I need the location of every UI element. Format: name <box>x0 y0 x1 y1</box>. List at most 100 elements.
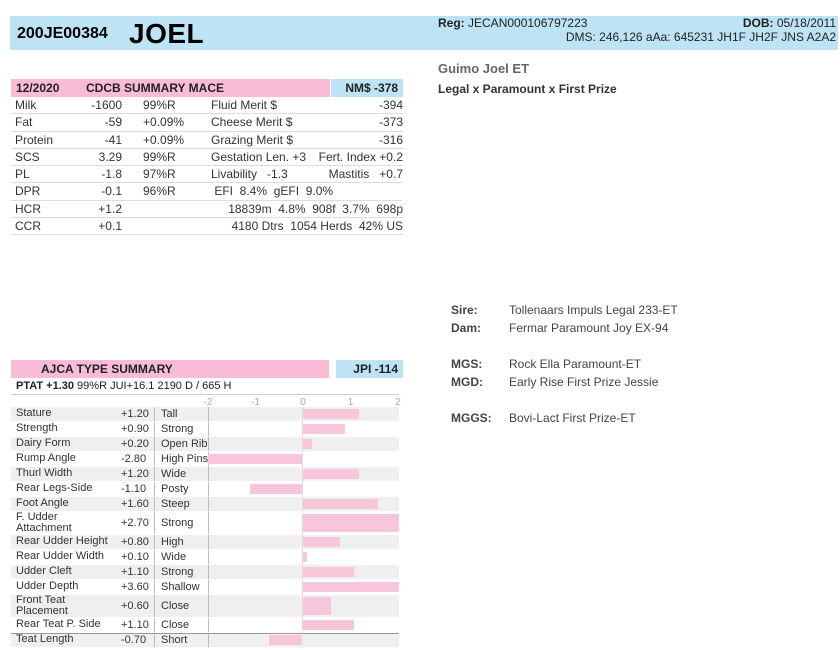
cdcb-row: SCS 3.29 99%R Gestation Len. +3 Fert. Index … <box>11 149 403 167</box>
trait-value: +0.80 <box>121 536 149 548</box>
cdcb-cell: Gestation Len. +3 <box>211 149 307 164</box>
column-divider <box>154 512 155 534</box>
date-of-birth: DOB: 05/18/2011 <box>743 16 836 30</box>
cdcb-row: Protein -41 +0.09% Grazing Merit $ -316 <box>11 132 403 149</box>
cdcb-cell: -59 <box>104 115 122 130</box>
ancestry-value: Early Rise First Prize Jessie <box>509 375 659 389</box>
trait-bar <box>302 552 307 562</box>
cdcb-cell: Mastitis +0.7 <box>328 167 403 182</box>
cdcb-cell: CCR <box>15 219 41 234</box>
trait-bar <box>302 424 345 434</box>
type-scale: -2 -1 0 1 2 <box>204 397 401 409</box>
trait-bar <box>268 635 302 645</box>
column-divider <box>154 452 155 466</box>
animal-full-name: Guimo Joel ET <box>438 61 530 76</box>
trait-value: +0.10 <box>121 551 149 563</box>
trait-name: Thurl Width <box>16 467 73 479</box>
cdcb-cell: +0.1 <box>98 219 122 234</box>
scale-tick-label: -1 <box>251 397 260 408</box>
cdcb-row: CCR +0.1 4180 Dtrs 1054 Herds 42% US <box>11 218 403 236</box>
dms-line: DMS: 246,126 aAa: 645231 JH1F JH2F JNS A… <box>565 30 836 44</box>
trait-descriptor: Strong <box>161 517 194 529</box>
column-divider <box>208 467 209 481</box>
trait-bar <box>302 499 378 509</box>
cdcb-cell: EFI 8.4% gEFI 9.0% <box>211 184 334 199</box>
column-divider <box>154 550 155 564</box>
column-divider <box>208 580 209 594</box>
cdcb-cell: Livability -1.3 <box>211 167 288 182</box>
trait-name: Teat Length <box>16 633 74 645</box>
cdcb-cell: +0.09% <box>143 115 185 130</box>
trait-descriptor: Open Rib <box>161 438 208 450</box>
cdcb-cell: SCS <box>15 149 40 164</box>
trait-name: F. Udder Attachment <box>16 511 72 534</box>
type-trait-row: Rear Udder Width +0.10 Wide <box>11 550 399 565</box>
trait-value: +3.60 <box>121 581 149 593</box>
type-trait-row: Rear Teat P. Side +1.10 Close <box>11 618 399 633</box>
type-trait-row: Udder Cleft +1.10 Strong <box>11 565 399 580</box>
trait-name: Foot Angle <box>16 497 69 509</box>
cdcb-date: 12/2020 <box>11 79 76 97</box>
column-divider <box>208 565 209 579</box>
ptat-line: PTAT +1.30 99%R JUI+16.1 2190 D / 665 H <box>16 380 231 392</box>
trait-descriptor: Wide <box>161 551 187 563</box>
column-divider <box>154 565 155 579</box>
type-trait-row: Foot Angle +1.60 Steep <box>11 497 399 512</box>
ancestry-label: MGD: <box>451 375 483 389</box>
cdcb-cell: Fluid Merit $ <box>211 98 278 112</box>
column-divider <box>208 407 209 421</box>
trait-bar <box>302 597 331 615</box>
pedigree-line: Legal x Paramount x First Prize <box>438 82 617 96</box>
trait-descriptor: High Pins <box>161 453 209 465</box>
column-divider <box>208 595 209 617</box>
scale-tick-label: 1 <box>347 397 354 408</box>
cdcb-cell: Milk <box>15 98 37 112</box>
type-table-bottom <box>11 633 399 634</box>
cdcb-row: DPR -0.1 96%R EFI 8.4% gEFI 9.0% <box>11 183 403 201</box>
cdcb-cell: 3.29 <box>98 149 122 164</box>
type-trait-row: Rear Legs-Side -1.10 Posty <box>11 482 399 497</box>
cdcb-cell: -316 <box>378 132 403 147</box>
column-divider <box>154 482 155 496</box>
column-divider <box>154 633 155 647</box>
type-trait-row: Udder Depth +3.60 Shallow <box>11 580 399 595</box>
column-divider <box>154 422 155 436</box>
trait-value: -0.70 <box>121 634 147 646</box>
registration-id: 200JE00384 <box>17 25 108 42</box>
column-divider <box>154 467 155 481</box>
type-trait-row: Rear Udder Height +0.80 High <box>11 535 399 550</box>
trait-value: +1.10 <box>121 566 149 578</box>
cdcb-row: Milk -1600 99%R Fluid Merit $ -394 <box>11 97 403 115</box>
cdcb-row: HCR +1.2 18839m 4.8% 908f 3.7% 698p <box>11 201 403 219</box>
type-trait-row: Rump Angle -2.80 High Pins <box>11 452 399 467</box>
cdcb-table: Milk -1600 99%R Fluid Merit $ -394 Fat -59 +0.0… <box>11 97 403 236</box>
cdcb-row: Fat -59 +0.09% Cheese Merit $ -373 <box>11 114 403 132</box>
ptat-divider <box>11 394 399 395</box>
trait-descriptor: Short <box>161 634 188 646</box>
cdcb-cell: -1600 <box>91 98 122 112</box>
trait-value: +1.60 <box>121 498 149 510</box>
trait-bar <box>302 582 399 592</box>
trait-value: +1.20 <box>121 408 149 420</box>
dob-label: DOB: <box>742 16 774 30</box>
ancestry-value: Bovi-Lact First Prize-ET <box>509 411 636 425</box>
trait-name: Rear Udder Height <box>16 535 108 547</box>
ajca-title: AJCA TYPE SUMMARY <box>11 360 329 378</box>
column-divider <box>208 550 209 564</box>
trait-value: +1.20 <box>121 468 149 480</box>
ptat-details: 99%R JUI+16.1 2190 D / 665 H <box>77 380 232 392</box>
type-trait-row: F. Udder Attachment +2.70 Strong <box>11 512 399 535</box>
trait-name: Rear Teat P. Side <box>16 618 101 630</box>
column-divider <box>208 535 209 549</box>
reg-value: JECAN000106797223 <box>468 16 588 30</box>
trait-bar <box>302 514 399 532</box>
ancestry-value: Tollenaars Impuls Legal 233-ET <box>509 303 678 317</box>
trait-bar <box>302 567 355 577</box>
scale-tick-label: -2 <box>203 397 213 408</box>
cdcb-cell: 96%R <box>143 184 176 199</box>
net-merit: NM$ -378 <box>331 79 403 97</box>
type-trait-row: Strength +0.90 Strong <box>11 422 399 437</box>
column-divider <box>208 437 209 451</box>
trait-descriptor: High <box>161 536 184 548</box>
trait-value: -1.10 <box>121 483 147 495</box>
